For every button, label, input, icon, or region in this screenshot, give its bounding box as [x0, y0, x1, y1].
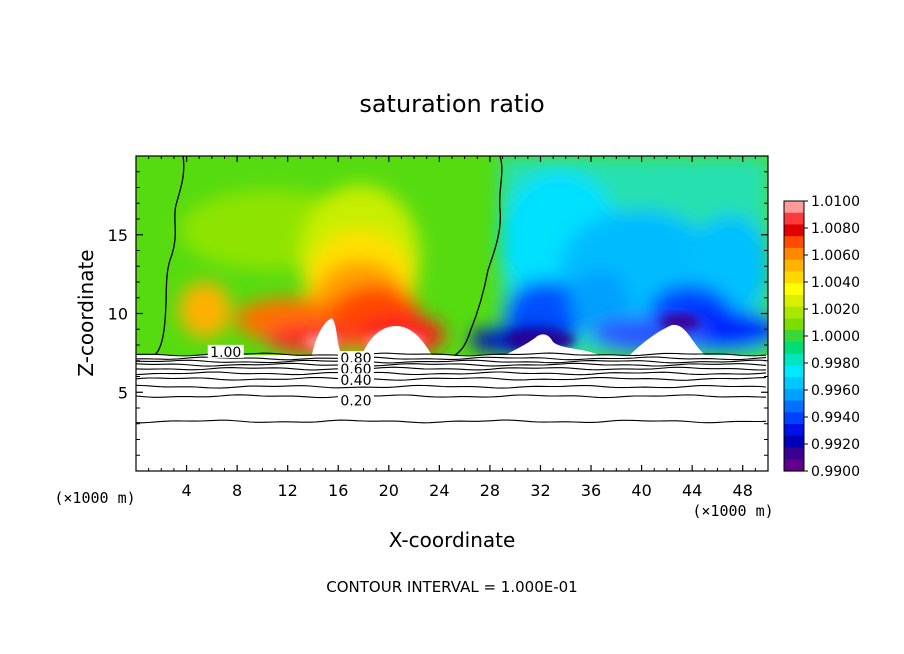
contour-s1: [154, 155, 503, 356]
colorbar-swatch: [784, 365, 804, 378]
contour-label-bg: [337, 351, 374, 365]
x-tick-label: 28: [480, 481, 500, 500]
colorbar-swatch: [784, 259, 804, 273]
colorbar-label: 1.0040: [811, 275, 860, 291]
colorbar-label: 0.9960: [811, 383, 860, 399]
contour-label-bg: [337, 373, 374, 387]
saturation-field: [136, 156, 768, 355]
x-tick-label: 44: [682, 481, 702, 500]
x-tick-label: 48: [733, 481, 753, 500]
colorbar-swatch: [784, 318, 804, 331]
colorbar-label: 0.9920: [811, 437, 860, 453]
x-tick-label: 40: [631, 481, 651, 500]
contour-label-bg: [337, 362, 374, 376]
colorbar-label: 1.0100: [811, 194, 860, 210]
colorbar-swatch: [784, 283, 804, 296]
x-axis-label: X-coordinate: [389, 528, 516, 552]
colorbar-swatch: [784, 236, 804, 249]
colorbar-swatch: [784, 212, 804, 226]
colorbar-swatch: [784, 459, 804, 472]
contour-line: [135, 371, 767, 376]
contour-label: 0.20: [340, 394, 371, 410]
colorbar-swatch: [784, 306, 804, 319]
colorbar-label: 0.9980: [811, 356, 860, 372]
colorbar-swatch: [784, 330, 804, 343]
x-unit-left: (×1000 m): [54, 489, 135, 507]
colorbar-swatch: [784, 247, 804, 261]
colorbar-label: 1.0020: [811, 302, 860, 318]
contour-line: [135, 394, 767, 399]
colorbar-label: 0.9940: [811, 410, 860, 426]
colorbar: 1.0100 1.0080 1.0060 1.0040 1.0020 1.0000 0.99…: [783, 194, 860, 480]
colorbar-swatch: [784, 377, 804, 390]
colorbar-swatch: [784, 424, 804, 437]
contour-line: [135, 356, 767, 361]
contour-line: [135, 419, 767, 424]
x-tick-label: 32: [530, 481, 550, 500]
colorbar-swatch: [784, 341, 804, 355]
contour-line: [135, 384, 767, 389]
colorbar-swatch: [784, 201, 804, 214]
x-tick-label: 20: [379, 481, 399, 500]
colorbar-swatch: [784, 400, 804, 413]
contour-line: [135, 376, 767, 381]
colorbar-label: 1.0000: [811, 329, 860, 345]
colorbar-swatch: [784, 224, 804, 237]
colorbar-swatch: [784, 412, 804, 425]
contour-label-bg: [337, 393, 374, 407]
colorbar-label: 1.0080: [811, 221, 860, 237]
y-tick-label: 15: [108, 226, 128, 245]
colorbar-swatch: [784, 435, 804, 449]
contour-label-bg: [207, 344, 244, 358]
colorbar-label: 0.9900: [811, 464, 860, 480]
colorbar-swatch: [784, 388, 804, 402]
colorbar-swatch: [784, 353, 804, 366]
x-tick-label: 4: [181, 481, 191, 500]
colorbar-label: 1.0060: [811, 248, 860, 264]
contour-interval-note: CONTOUR INTERVAL = 1.000E-01: [326, 578, 577, 596]
y-axis: 5 10 15: [108, 171, 768, 456]
x-tick-label: 16: [328, 481, 348, 500]
colorbar-swatch: [784, 271, 804, 284]
contour-line: [135, 362, 767, 367]
y-axis-label: Z-coordinate: [74, 249, 98, 376]
x-axis: 4 8 12 16 20 24 28 32 36 40 44 48: [148, 156, 756, 500]
x-tick-label: 12: [278, 481, 298, 500]
x-tick-label: 8: [232, 481, 242, 500]
x-tick-label: 36: [581, 481, 601, 500]
lower-region: [136, 355, 768, 471]
y-tick-label: 10: [108, 305, 128, 324]
chart-title: saturation ratio: [359, 90, 544, 118]
x-tick-label: 24: [429, 481, 449, 500]
contour-label: 0.40: [340, 373, 371, 389]
contour-label: 1.00: [210, 345, 241, 361]
contour-lines: [135, 352, 767, 424]
colorbar-swatch: [784, 447, 804, 460]
x-unit-right: (×1000 m): [692, 502, 773, 520]
contour-labels: 1.00 0.800.600.400.20: [207, 344, 374, 410]
contour-line: [136, 359, 767, 364]
y-tick-label: 5: [118, 383, 128, 402]
contour-line: [135, 366, 767, 371]
colorbar-swatch: [784, 294, 804, 308]
